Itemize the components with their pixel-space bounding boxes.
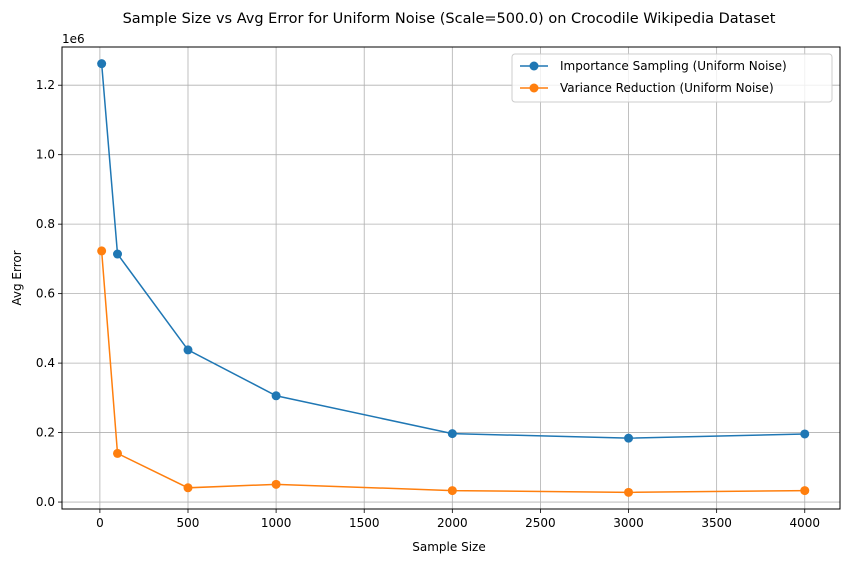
x-ticks: 0 500 1000 1500 2000 2500 3000 3500 4000: [96, 509, 820, 530]
data-point-series-1: [447, 486, 457, 496]
y-offset-label: 1e6: [62, 32, 85, 46]
x-tick-label: 1500: [349, 516, 380, 530]
data-point-series-0: [624, 433, 634, 443]
data-point-series-1: [113, 448, 123, 458]
data-point-series-0: [271, 391, 281, 401]
y-axis-label: Avg Error: [10, 250, 24, 305]
data-point-series-1: [97, 246, 107, 256]
y-tick-label: 1.2: [36, 78, 55, 92]
x-tick-label: 500: [177, 516, 200, 530]
legend-label-variance-reduction: Variance Reduction (Uniform Noise): [560, 81, 774, 95]
legend: Importance Sampling (Uniform Noise) Vari…: [511, 53, 833, 103]
plot-frame: [61, 46, 841, 510]
data-point-series-0: [113, 249, 123, 259]
x-tick-label: 3500: [701, 516, 732, 530]
data-point-series-0: [800, 429, 810, 439]
x-tick-label: 4000: [789, 516, 820, 530]
legend-label-importance-sampling: Importance Sampling (Uniform Noise): [560, 59, 787, 73]
x-axis-label: Sample Size: [412, 540, 485, 554]
x-tick-label: 0: [96, 516, 104, 530]
series-line-0: [100, 63, 805, 439]
data-point-series-1: [271, 479, 281, 489]
chart-title: Sample Size vs Avg Error for Uniform Noi…: [123, 11, 776, 27]
legend-marker-variance-reduction: [529, 83, 539, 93]
y-tick-label: 0.2: [36, 426, 55, 440]
x-tick-label: 3000: [613, 516, 644, 530]
legend-marker-importance-sampling: [529, 61, 539, 71]
y-tick-label: 0.4: [36, 356, 55, 370]
x-tick-label: 1000: [261, 516, 292, 530]
legend-box: [511, 53, 833, 103]
y-tick-label: 0.8: [36, 217, 55, 231]
data-point-series-0: [447, 429, 457, 439]
series-group: [97, 59, 810, 497]
series-line-1: [100, 250, 805, 494]
y-tick-label: 1.0: [36, 148, 55, 162]
y-tick-label: 0.0: [36, 495, 55, 509]
y-tick-label: 0.6: [36, 287, 55, 301]
data-point-series-0: [97, 59, 107, 69]
grid: [62, 47, 840, 509]
x-tick-label: 2500: [525, 516, 556, 530]
data-point-series-0: [183, 345, 193, 355]
data-point-series-1: [624, 487, 634, 497]
y-ticks: 0.0 0.2 0.4 0.6 0.8 1.0 1.2: [36, 78, 62, 509]
data-point-series-1: [800, 486, 810, 496]
x-tick-label: 2000: [437, 516, 468, 530]
data-point-series-1: [183, 483, 193, 493]
